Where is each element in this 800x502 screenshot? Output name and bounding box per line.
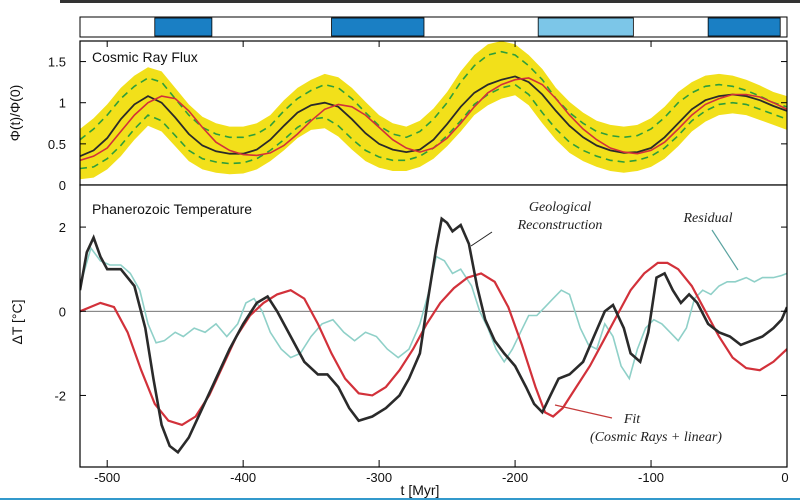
temp-y-tick-label: 0 <box>59 304 66 319</box>
flux-y-tick-label: 1.5 <box>48 55 66 70</box>
temp-x-tick-label: -500 <box>94 470 120 485</box>
annotation-reconstruction: Reconstruction <box>517 218 603 233</box>
pointer-residual <box>711 229 739 271</box>
flux-fit-line <box>80 77 787 162</box>
flux-y-tick-label: 0.5 <box>48 137 66 152</box>
flux-y-tick-label: 1 <box>59 96 66 111</box>
temp-y-tick-label: -2 <box>54 388 66 403</box>
top-rule <box>60 0 800 3</box>
mode-bar <box>79 16 788 38</box>
temp-x-tick-label: -200 <box>502 470 528 485</box>
residual-line <box>80 246 787 381</box>
temp-x-label: t [Myr] <box>401 482 440 498</box>
reconstruction-line <box>80 216 787 455</box>
temperature-panel: Phanerozoic Temperature -2 0 2 -500 -400 -30… <box>9 41 789 498</box>
flux-panel-title: Cosmic Ray Flux <box>92 49 198 65</box>
annotation-geological: Geological <box>529 200 591 215</box>
temp-x-tick-label: -400 <box>230 470 256 485</box>
flux-y-label: Φ(t)/Φ(0) <box>7 85 23 142</box>
flux-data-line <box>80 75 787 158</box>
page-bottom-rule <box>0 498 800 500</box>
temp-y-label: ΔT [°C] <box>9 299 25 344</box>
flux-y-tick-label: 0 <box>59 178 66 193</box>
temp-plot-area <box>80 185 787 467</box>
mode-bar-segment-4 <box>707 17 781 37</box>
annotation-fit: Fit <box>623 412 641 427</box>
flux-uncertainty-band <box>80 41 787 180</box>
temp-y-tick-label: 2 <box>59 220 66 235</box>
annotation-fit-description: (Cosmic Rays + linear) <box>590 430 722 445</box>
mode-bar-segment-1 <box>154 17 213 37</box>
flux-panel: Cosmic Ray Flux 0 0.5 1 1.5 Φ(t)/Φ(0) <box>7 40 788 193</box>
annotation-residual: Residual <box>683 211 733 226</box>
pointer-fit <box>554 404 613 419</box>
temp-x-tick-label: 0 <box>781 470 788 485</box>
temp-panel-title: Phanerozoic Temperature <box>92 201 252 217</box>
mode-bar-segment-2 <box>331 17 425 37</box>
temp-frame <box>79 184 788 468</box>
temp-x-tick-label: -300 <box>366 470 392 485</box>
temp-x-tick-label: -100 <box>638 470 664 485</box>
pointer-reconstruction <box>470 231 493 247</box>
flux-upper-dashed-line <box>80 50 787 141</box>
mode-bar-segment-3 <box>537 17 634 37</box>
